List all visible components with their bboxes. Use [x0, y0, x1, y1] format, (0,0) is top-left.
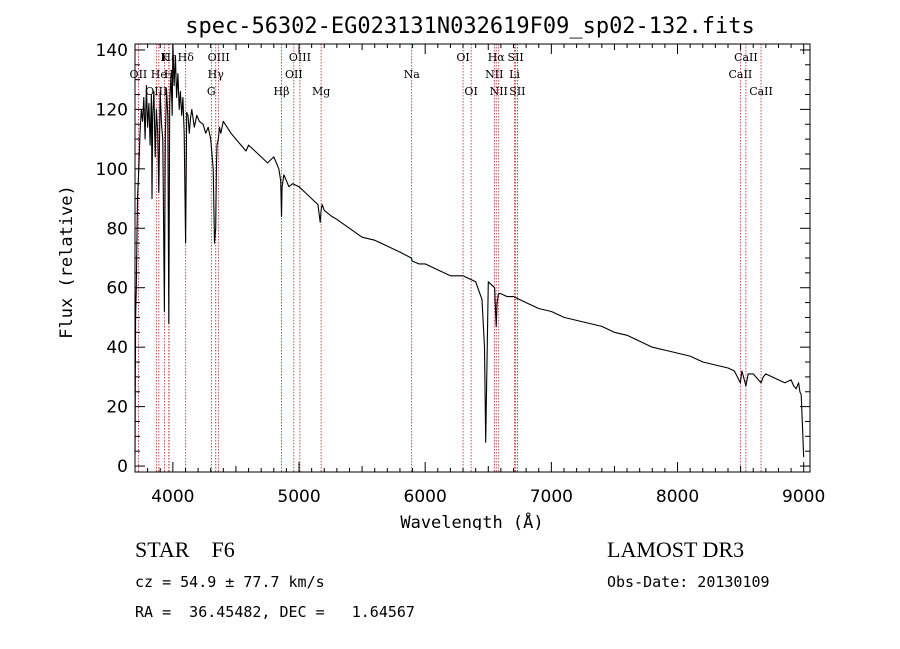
- line-marker-label: CaII: [729, 68, 753, 81]
- line-marker-label: OII: [285, 68, 303, 81]
- obs-date-label: Obs-Date: 20130109: [607, 573, 770, 591]
- y-tick-label: 80: [106, 219, 128, 239]
- line-marker-label: OIII: [208, 51, 230, 64]
- x-tick-label: 4000: [151, 487, 194, 507]
- line-marker-label: Hα: [488, 51, 506, 64]
- chart-title: spec-56302-EG023131N032619F09_sp02-132.f…: [185, 14, 755, 39]
- y-tick-label: 60: [106, 279, 128, 299]
- line-marker-label: G: [207, 85, 216, 98]
- x-tick-label: 6000: [404, 487, 447, 507]
- line-marker-label: Mg: [312, 85, 330, 98]
- plot-frame: [134, 43, 811, 473]
- spectrum-series-line: [134, 43, 805, 458]
- line-marker-label: SII: [509, 85, 525, 98]
- line-marker-label: OI: [464, 85, 477, 98]
- x-axis-label: Wavelength (Å): [400, 511, 543, 530]
- y-tick-label: 0: [117, 457, 128, 477]
- line-marker-label: NII: [485, 68, 503, 81]
- line-marker-label: OI: [456, 51, 469, 64]
- line-marker-label: OII: [130, 68, 148, 81]
- line-marker-label: H: [164, 68, 174, 81]
- line-marker-label: He: [151, 68, 167, 81]
- y-tick-label: 40: [106, 338, 128, 358]
- spectrum-chart: spec-56302-EG023131N032619F09_sp02-132.f…: [57, 14, 825, 530]
- line-marker-label: CaII: [749, 85, 773, 98]
- x-tick-label: 9000: [782, 487, 825, 507]
- line-marker-label: NII: [490, 85, 508, 98]
- y-tick-label: 100: [96, 160, 128, 180]
- y-axis-ticks: 0 20 40 60 80 100 120 140: [96, 41, 810, 477]
- line-marker-label: Hδ: [178, 51, 195, 64]
- line-marker-label: Hγ: [208, 68, 225, 81]
- redshift-label: cz = 54.9 ± 77.7 km/s: [135, 573, 325, 591]
- survey-label: LAMOST DR3: [607, 537, 745, 562]
- y-tick-label: 140: [96, 41, 128, 61]
- line-marker-label: K: [160, 51, 169, 64]
- object-class-label: STAR F6: [135, 537, 235, 562]
- x-tick-label: 5000: [277, 487, 320, 507]
- coordinates-label: RA = 36.45482, DEC = 1.64567: [135, 603, 415, 621]
- line-marker-label: Na: [404, 68, 421, 81]
- line-marker-label: OIII: [289, 51, 311, 64]
- y-axis-label: Flux (relative): [57, 185, 77, 339]
- line-marker-label: OIII: [145, 85, 167, 98]
- y-tick-label: 20: [106, 398, 128, 418]
- y-tick-label: 120: [96, 100, 128, 120]
- x-axis-ticks: 4000 5000 6000 7000 8000 9000: [134, 44, 825, 507]
- line-markers: [138, 44, 762, 472]
- line-marker-label: CaII: [734, 51, 758, 64]
- x-tick-label: 8000: [656, 487, 699, 507]
- x-tick-label: 7000: [530, 487, 573, 507]
- line-marker-label: SII: [508, 51, 524, 64]
- line-marker-label: Li: [509, 68, 520, 81]
- line-marker-label: Hβ: [274, 85, 290, 98]
